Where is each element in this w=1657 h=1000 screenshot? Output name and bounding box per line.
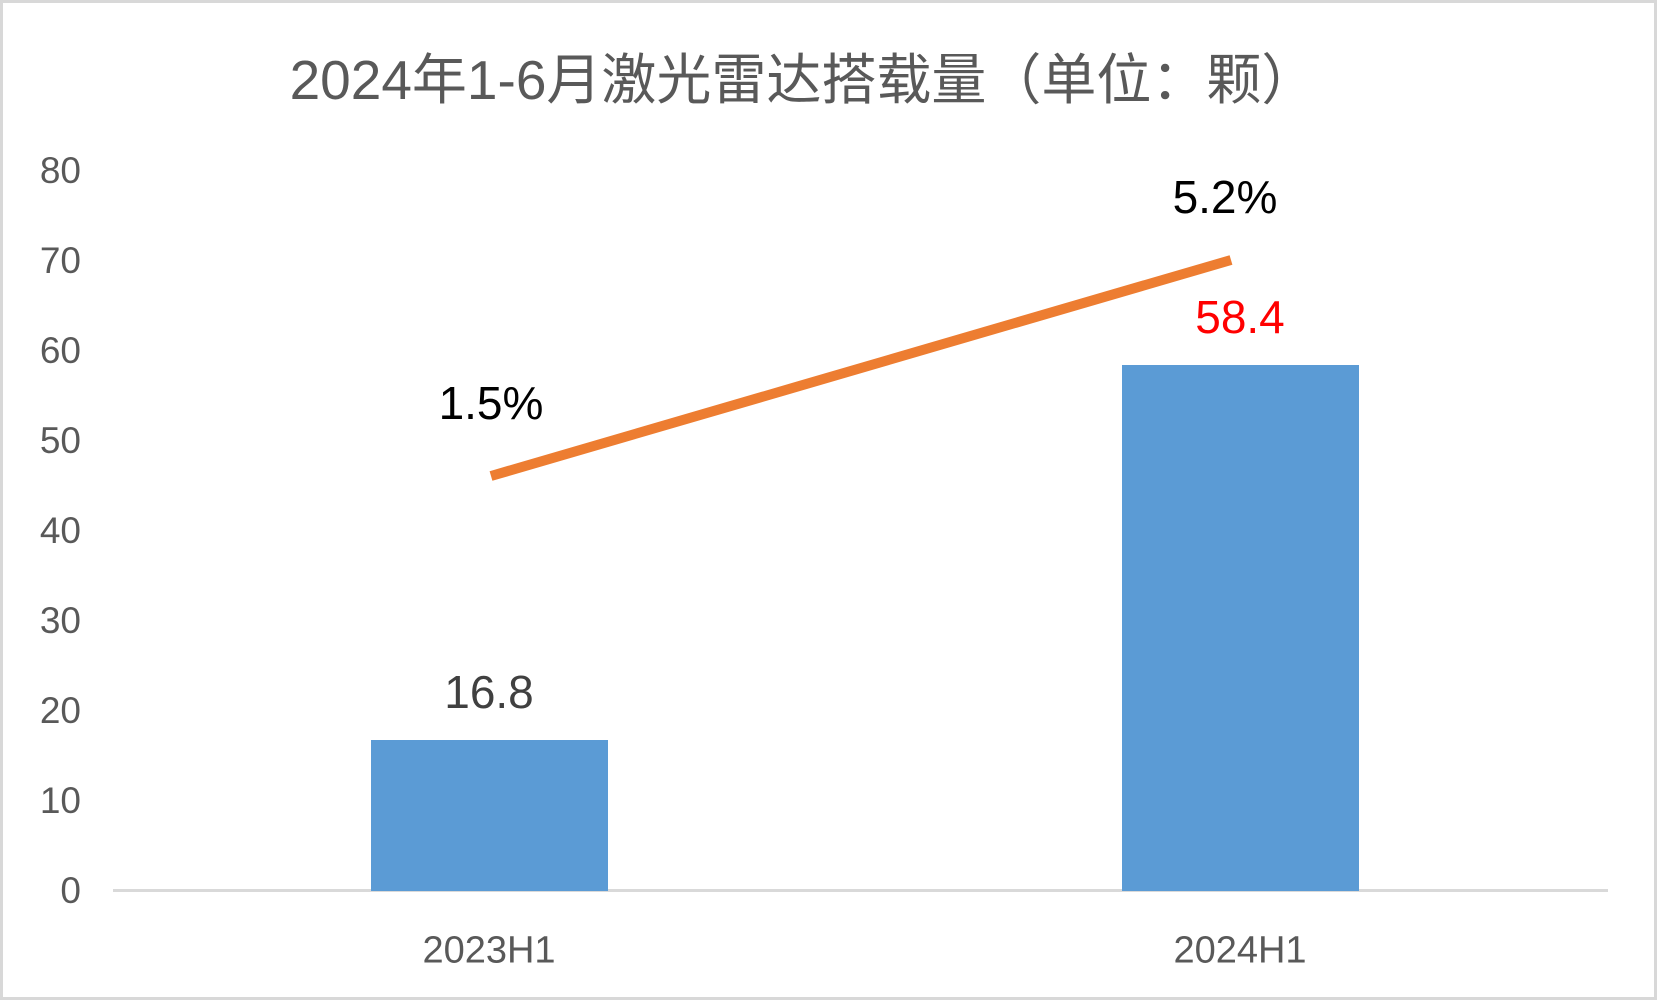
bar-value-label-2024h1: 58.4: [1195, 291, 1285, 344]
y-tick-label-40: 40: [39, 510, 81, 551]
bar-2023h1: [370, 739, 608, 891]
line-point-label-0: 1.5%: [438, 377, 544, 429]
y-tick-label-20: 20: [39, 690, 81, 731]
line-point-label-1: 5.2%: [1172, 171, 1278, 223]
y-tick-label-10: 10: [39, 780, 81, 821]
y-tick-label-30: 30: [39, 600, 81, 641]
trend-line: [489, 255, 1233, 481]
x-axis-line: [113, 889, 1608, 892]
y-tick-label-60: 60: [39, 330, 81, 371]
y-tick-label-80: 80: [39, 150, 81, 191]
y-tick-label-70: 70: [39, 240, 81, 281]
x-category-label-2024h1: 2024H1: [1173, 929, 1307, 972]
bar-2024h1: [1121, 365, 1359, 891]
bar-value-label-2023h1: 16.8: [444, 665, 534, 718]
y-tick-label-50: 50: [39, 420, 81, 461]
x-category-label-2023h1: 2023H1: [422, 929, 556, 972]
trend-line-layer: [489, 255, 1233, 481]
chart-title: 2024年1-6月激光雷达搭载量（单位：颗）: [289, 49, 1317, 111]
y-tick-label-0: 0: [60, 870, 81, 911]
